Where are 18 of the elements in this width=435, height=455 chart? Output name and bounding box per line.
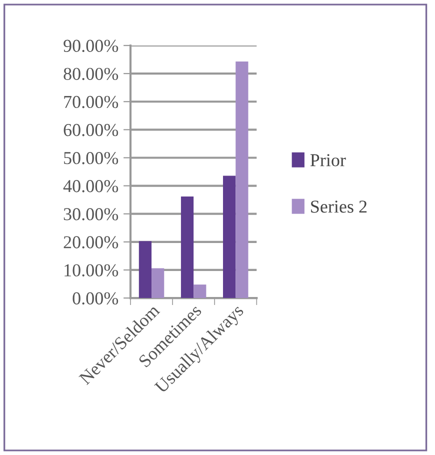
y-tick-label: 60.00%: [64, 124, 118, 136]
y-tick-label: 10.00%: [64, 264, 118, 276]
bar: [194, 284, 206, 298]
y-tick-label: 20.00%: [64, 236, 118, 248]
bar: [180, 196, 194, 298]
bar: [223, 176, 236, 298]
y-tick-label: 90.00%: [64, 40, 118, 52]
legend-label: Series 2: [311, 200, 367, 213]
bar: [152, 268, 164, 298]
y-tick-label: 70.00%: [64, 96, 118, 108]
y-tick-label: 0.00%: [72, 292, 118, 305]
y-tick-label: 40.00%: [63, 180, 118, 192]
y-tick-label: 30.00%: [64, 208, 118, 220]
bar: [236, 61, 248, 298]
legend-label: Prior: [310, 154, 346, 166]
y-tick-label: 50.00%: [64, 152, 118, 164]
y-tick-label: 80.00%: [64, 68, 118, 80]
bar: [138, 241, 152, 298]
